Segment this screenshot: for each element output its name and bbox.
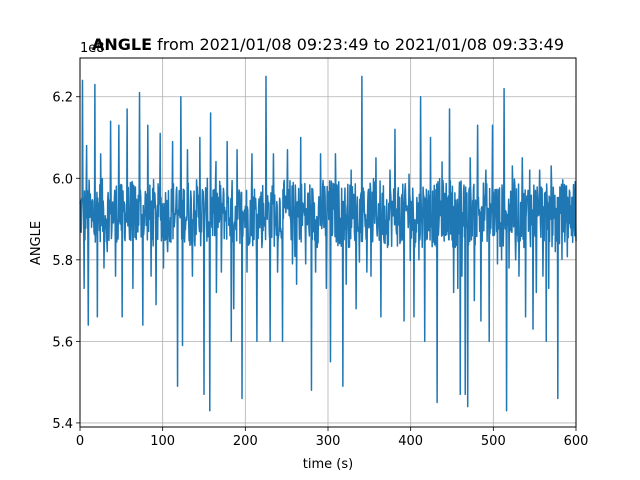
- y-tick-label: 5.6: [52, 335, 73, 350]
- series-line: [79, 75, 577, 412]
- y-axis-ticks: 5.4 5.6 5.8 6.0 6.2: [52, 91, 80, 432]
- y-tick-label: 6.0: [52, 172, 73, 187]
- x-tick-label: 600: [564, 434, 589, 449]
- x-tick-label: 300: [316, 434, 341, 449]
- y-tick-label: 6.2: [52, 91, 73, 106]
- x-tick-label: 200: [233, 434, 258, 449]
- chart-title-rest: from 2021/01/08 09:23:49 to 2021/01/08 0…: [152, 35, 564, 54]
- y-axis-label: ANGLE: [29, 221, 44, 265]
- y-tick-label: 5.8: [52, 254, 73, 269]
- chart-title-bold: ANGLE: [92, 35, 152, 54]
- x-tick-label: 500: [481, 434, 506, 449]
- x-axis-ticks: 0 100 200 300 400 500 600: [76, 427, 589, 449]
- series-group: [79, 75, 577, 412]
- x-tick-label: 100: [150, 434, 175, 449]
- x-axis-label: time (s): [303, 457, 353, 472]
- x-tick-label: 400: [398, 434, 423, 449]
- x-tick-label: 0: [76, 434, 84, 449]
- y-tick-label: 5.4: [52, 417, 73, 432]
- chart-title: ANGLE from 2021/01/08 09:23:49 to 2021/0…: [92, 35, 564, 54]
- y-offset-text: 1e8: [80, 41, 105, 56]
